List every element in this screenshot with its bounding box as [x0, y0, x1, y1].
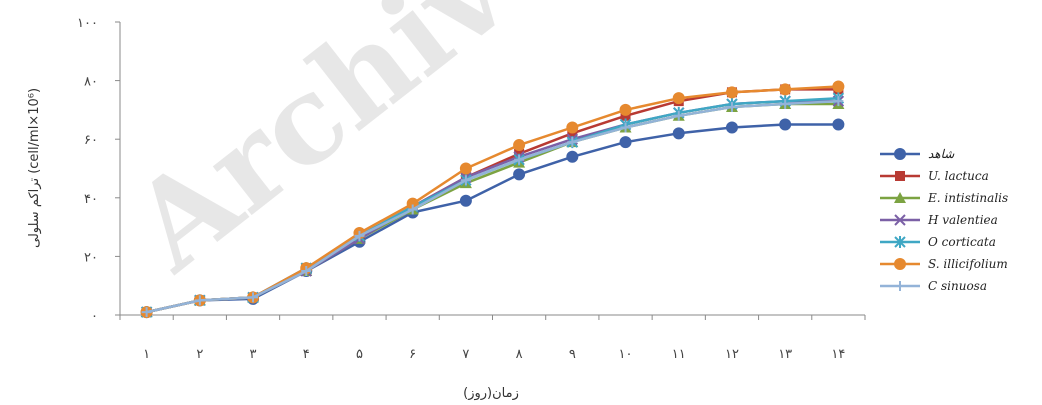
- legend-label: U. lactuca: [928, 169, 989, 183]
- data-point: [567, 122, 578, 133]
- y-tick-label: ٨٠: [84, 75, 98, 90]
- data-point: [726, 122, 737, 133]
- x-tick-label: ١٢: [725, 347, 739, 362]
- data-point: [673, 128, 684, 139]
- legend-swatch-marker: [895, 171, 905, 181]
- legend-label: H valentiea: [927, 213, 998, 227]
- x-axis-title: زمان(روز): [463, 386, 519, 401]
- legend-swatch-marker: [895, 149, 906, 160]
- x-tick-label: ١١: [672, 347, 686, 362]
- data-point: [620, 137, 631, 148]
- x-tick-label: ۴: [303, 347, 310, 362]
- data-point: [780, 119, 791, 130]
- legend-swatch-marker: [895, 259, 906, 270]
- legend-item: S. illicifolium: [880, 257, 1008, 271]
- legend-item: C sinuosa: [880, 279, 987, 293]
- data-point: [673, 93, 684, 104]
- y-tick-label: ۴٠: [84, 192, 98, 207]
- legend-item: شاهد: [880, 147, 955, 161]
- legend: شاهد U. lactuca E. intistinalis H valentiea…: [880, 147, 1008, 293]
- data-point: [460, 163, 471, 174]
- y-tick-label: ۶٠: [84, 133, 98, 148]
- y-tick-label: ١٠٠: [77, 16, 98, 31]
- data-point: [567, 151, 578, 162]
- x-tick-group: ١ ٢ ٣ ۴ ۵ ۶ ٧ ٨ ٩ ١٠ ١١ ١٢ ١٣ ١۴: [120, 315, 865, 362]
- legend-label: C sinuosa: [928, 279, 987, 293]
- x-tick-label: ١۴: [831, 347, 845, 362]
- legend-label: S. illicifolium: [928, 257, 1008, 271]
- x-tick-label: ٢: [196, 347, 203, 362]
- y-tick-label: ٠: [91, 309, 98, 324]
- x-tick-label: ١٠: [619, 347, 633, 362]
- x-tick-label: ۶: [409, 347, 416, 362]
- y-tick-group: ٠ ٢٠ ۴٠ ۶٠ ٨٠ ١٠٠: [77, 16, 120, 324]
- legend-label: شاهد: [928, 147, 955, 161]
- x-tick-label: ٩: [569, 347, 576, 362]
- data-point: [514, 169, 525, 180]
- data-point: [514, 140, 525, 151]
- legend-swatch-marker: [895, 281, 905, 291]
- x-tick-label: ١٣: [778, 347, 792, 362]
- y-tick-label: ٢٠: [84, 250, 98, 265]
- x-tick-label: ١: [143, 347, 150, 362]
- legend-label: E. intistinalis: [927, 191, 1008, 205]
- data-point: [833, 119, 844, 130]
- legend-item: H valentiea: [880, 213, 998, 227]
- data-point: [833, 81, 844, 92]
- x-tick-label: ٨: [516, 347, 523, 362]
- legend-item: O corticata: [880, 235, 996, 249]
- data-point: [726, 87, 737, 98]
- x-tick-label: ٣: [250, 347, 257, 362]
- x-tick-label: ٧: [462, 347, 469, 362]
- legend-label: O corticata: [928, 235, 996, 249]
- legend-item: E. intistinalis: [880, 191, 1008, 205]
- legend-item: U. lactuca: [880, 169, 989, 183]
- y-axis-title: تراکم سلولی (cell/ml×10⁶): [27, 88, 42, 248]
- x-tick-label: ۵: [356, 347, 363, 362]
- data-point: [620, 104, 631, 115]
- data-point: [460, 195, 471, 206]
- data-point: [780, 84, 791, 95]
